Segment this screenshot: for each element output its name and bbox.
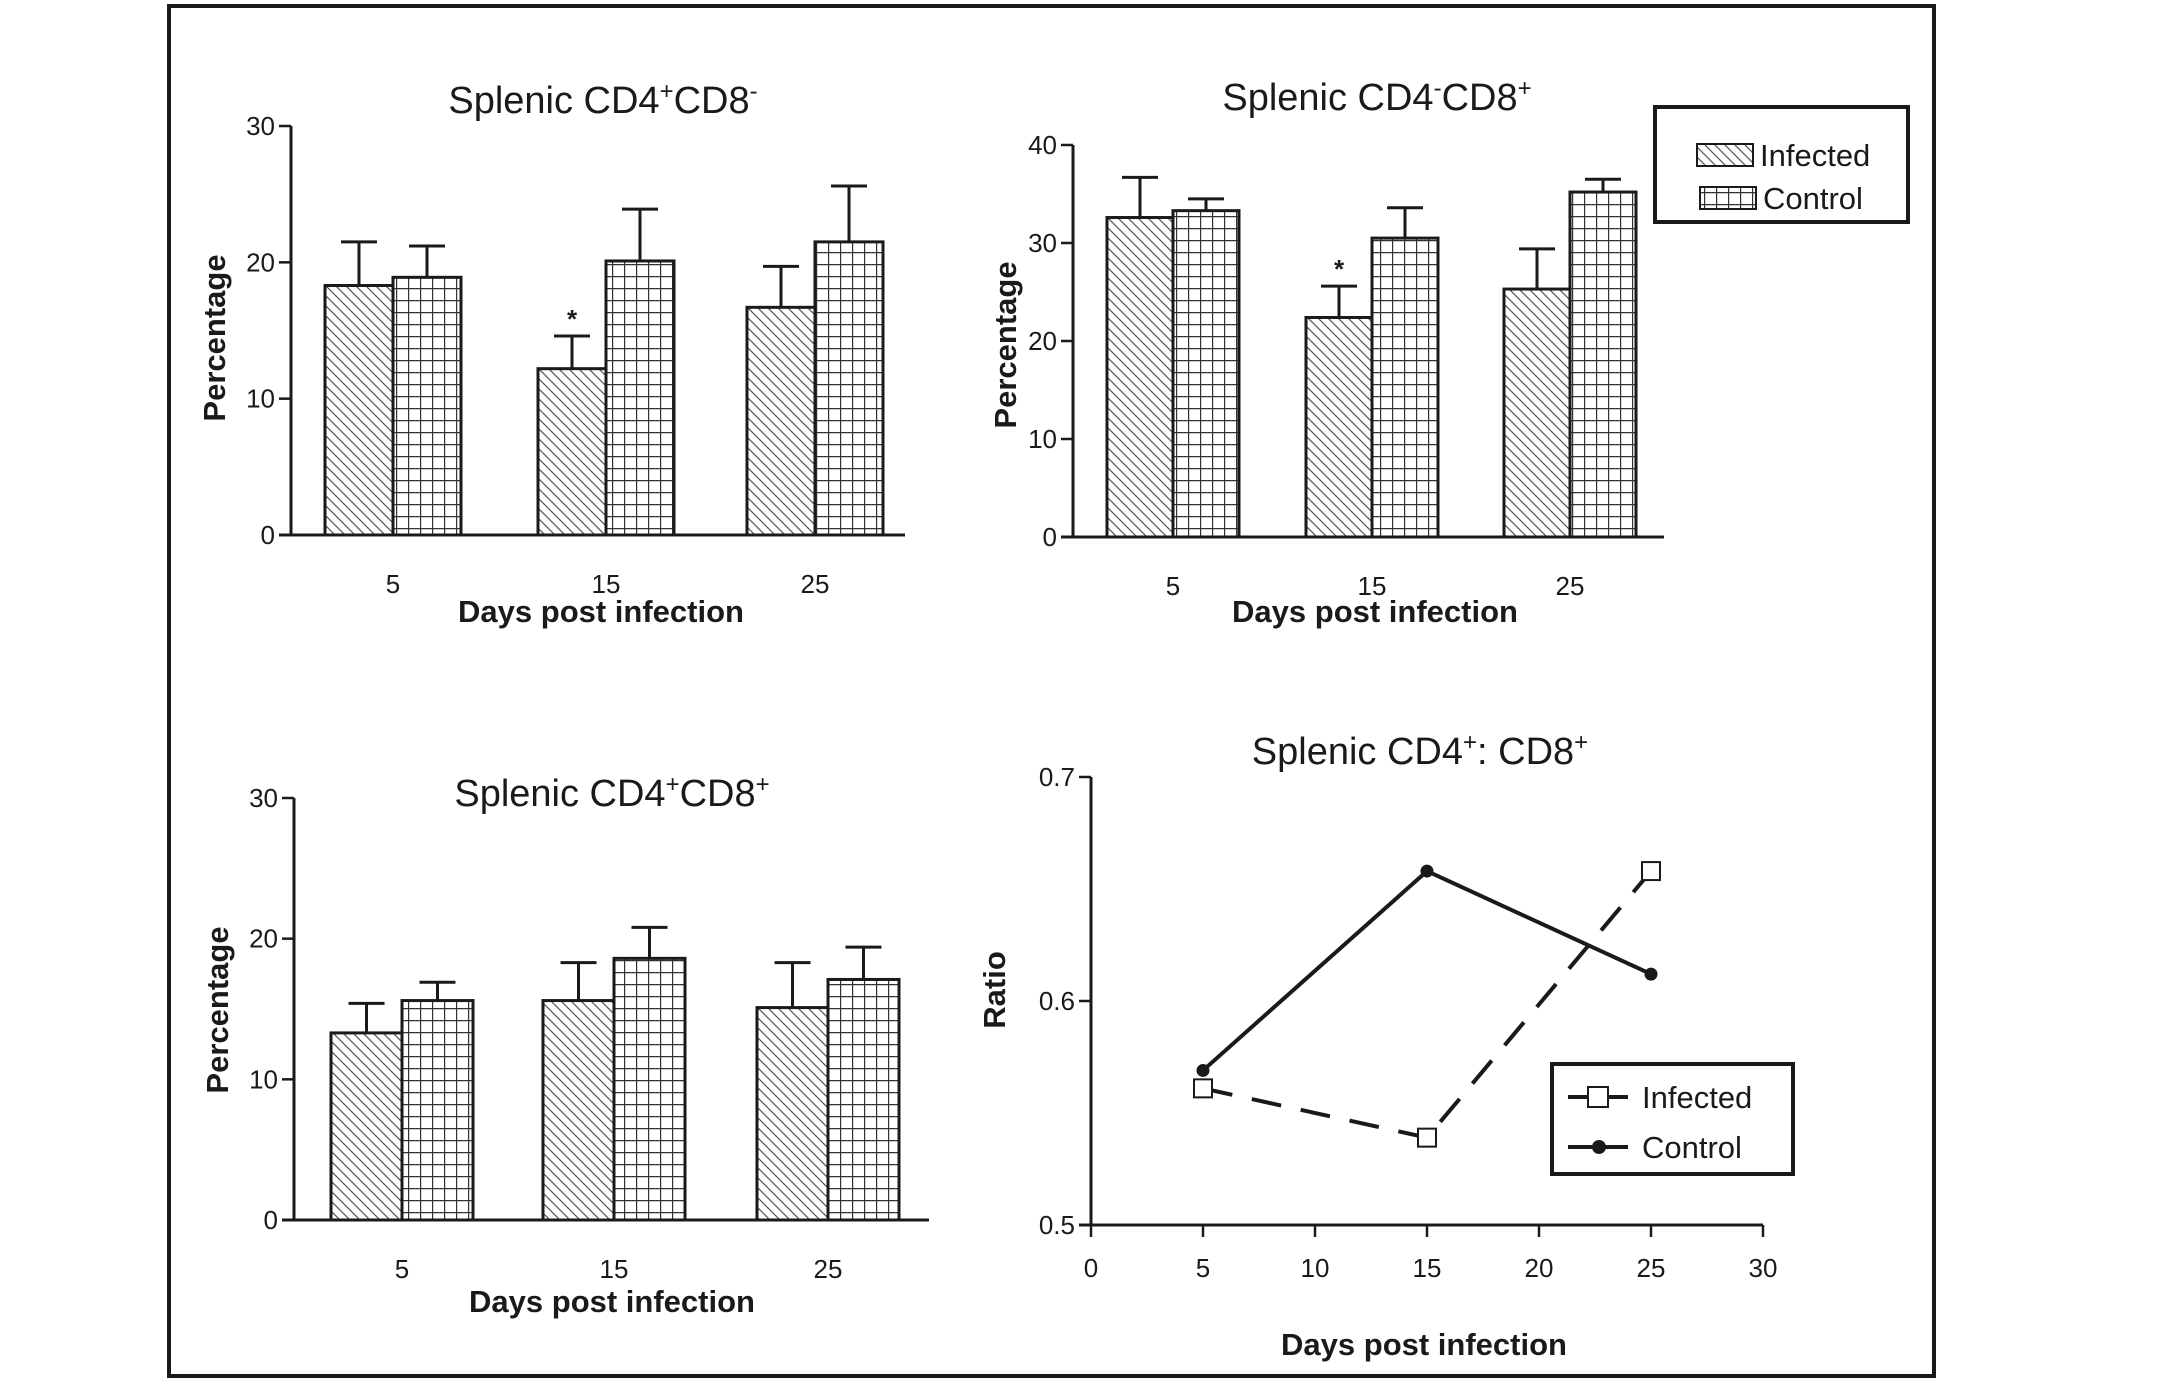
series-line-control [1201,868,1652,1072]
y-tick-label: 0.6 [1039,986,1075,1016]
chart-title: Splenic CD4+: CD8+ [1252,729,1588,773]
y-axis-title: Percentage [200,926,235,1093]
chart-title: Splenic CD4+CD8+ [454,771,769,815]
legend-label-control: Control [1763,181,1863,216]
x-tick-label: 5 [395,1254,409,1284]
bar-control-day-25 [826,977,901,1222]
bar-infected-day-5 [1105,216,1175,539]
y-tick-label: 0 [264,1205,278,1235]
x-tick-label: 25 [801,569,830,599]
x-tick-label: 15 [1413,1253,1442,1283]
legend: Infected Control [1653,105,1910,224]
chart-cd4neg-cd8pos: Splenic CD4-CD8+ Percentage Days post in… [988,75,1910,629]
y-tick-label: 10 [1028,424,1057,454]
x-tick-label: 15 [592,569,621,599]
bar-infected-day-15 [536,367,608,537]
bar-control-day-15 [1370,236,1440,539]
x-axis-title: Days post infection [458,594,744,629]
bar-control-day-15 [604,259,676,537]
bar-control-day-15 [612,956,687,1222]
chart-title: Splenic CD4-CD8+ [1222,75,1531,119]
significance-asterisk: * [567,304,578,334]
x-tick-label: 25 [814,1254,843,1284]
legend-swatch-infected [1696,143,1754,167]
x-tick-label: 5 [386,569,400,599]
legend-label-infected: Infected [1760,138,1870,173]
data-point-control-day-15 [1420,864,1434,878]
bar-infected-day-5 [323,284,395,537]
legend-box [1550,1062,1795,1176]
bar-infected-day-15 [541,999,616,1222]
y-tick-label: 20 [1028,326,1057,356]
bar-control-day-25 [813,240,885,537]
legend-label-infected: Infected [1642,1080,1752,1115]
y-tick-label: 40 [1028,130,1057,160]
x-tick-label: 10 [1301,1253,1330,1283]
legend-marker-control-circle [1592,1140,1606,1154]
bar-control-day-5 [400,999,475,1222]
bar-infected-day-5 [329,1031,404,1222]
x-tick-label: 15 [1358,571,1387,601]
data-point-infected-day-5 [1193,1078,1213,1099]
x-tick-label: 5 [1166,571,1180,601]
figure-frame [167,4,1936,1378]
y-tick-label: 30 [249,783,278,813]
y-tick-label: 20 [249,924,278,954]
significance-asterisk: * [1334,254,1345,284]
x-tick-label: 30 [1749,1253,1778,1283]
legend-label-control: Control [1642,1130,1742,1165]
y-tick-label: 10 [249,1064,278,1094]
y-tick-label: 0 [261,520,275,550]
y-tick-label: 20 [246,247,275,277]
bar-infected-day-25 [745,305,817,537]
bar-control-day-25 [1568,190,1638,539]
x-axis-title: Days post infection [469,1284,755,1319]
x-tick-label: 5 [1196,1253,1210,1283]
y-tick-label: 10 [246,384,275,414]
bar-control-day-5 [391,275,463,537]
y-tick-label: 0 [1043,522,1057,552]
legend: Infected Control [1550,1062,1795,1176]
x-tick-label: 0 [1084,1253,1098,1283]
legend-marker-infected-square [1587,1086,1609,1108]
chart-title: Splenic CD4+CD8- [448,78,757,122]
x-tick-label: 25 [1637,1253,1666,1283]
data-point-infected-day-25 [1641,861,1661,882]
legend-swatch-control [1699,186,1757,210]
y-tick-label: 0.7 [1039,762,1075,792]
data-point-infected-day-15 [1417,1127,1437,1148]
y-axis-title: Ratio [977,951,1012,1029]
y-tick-label: 30 [246,111,275,141]
x-axis-title: Days post infection [1232,594,1518,629]
bar-infected-day-25 [1502,287,1572,539]
chart-cd4-cd8-ratio: Splenic CD4+: CD8+ Ratio Days post infec… [977,729,1795,1362]
bar-control-day-5 [1171,209,1241,539]
x-tick-label: 25 [1556,571,1585,601]
chart-cd4pos-cd8neg: Splenic CD4+CD8- Percentage Days post in… [197,78,905,629]
data-point-control-day-25 [1644,967,1658,981]
y-axis-title: Percentage [197,254,232,421]
x-axis-title: Days post infection [1281,1327,1567,1362]
x-tick-label: 15 [600,1254,629,1284]
y-axis-title: Percentage [988,261,1023,428]
bar-infected-day-25 [755,1006,830,1222]
data-point-control-day-5 [1196,1063,1210,1077]
bar-infected-day-15 [1304,315,1374,539]
chart-cd4pos-cd8pos: Splenic CD4+CD8+ Percentage Days post in… [200,771,929,1319]
x-tick-label: 20 [1525,1253,1554,1283]
y-tick-label: 30 [1028,228,1057,258]
y-tick-label: 0.5 [1039,1210,1075,1240]
